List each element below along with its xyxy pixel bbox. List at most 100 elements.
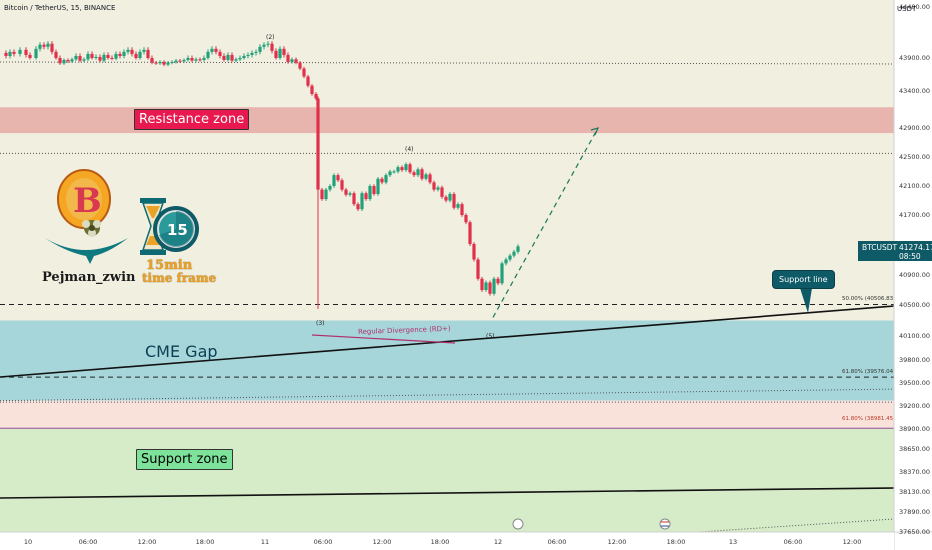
bitcoin-logo: B <box>45 169 128 264</box>
y-tick-label: 41700.00 <box>899 211 930 219</box>
candle-body <box>396 167 400 172</box>
candle-body <box>238 58 242 60</box>
candle-body <box>270 43 274 51</box>
support-zone-label: Support zone <box>136 449 233 470</box>
candle-body <box>436 187 440 190</box>
candle-body <box>428 174 432 183</box>
candle-body <box>226 54 230 60</box>
candle-body <box>364 193 368 200</box>
candle-body <box>234 59 238 61</box>
flower-icon <box>82 220 101 237</box>
timer-number: 15 <box>167 221 188 239</box>
candle-body <box>360 193 364 210</box>
candle-body <box>464 215 468 223</box>
x-tick-label: 11 <box>261 538 269 546</box>
candle-body <box>178 60 182 62</box>
candle-body <box>424 174 428 179</box>
candle-body <box>170 61 174 63</box>
y-tick-label: 40100.00 <box>899 332 930 340</box>
x-tick-label: 12:00 <box>608 538 627 546</box>
x-tick-label: 18:00 <box>667 538 686 546</box>
candle-body <box>352 193 356 205</box>
candle-body <box>412 172 416 176</box>
x-tick-label: 12 <box>494 538 502 546</box>
candle-body <box>356 204 360 210</box>
y-tick-label: 43400.00 <box>899 87 930 95</box>
price-tag-countdown: 08:50 <box>899 252 921 261</box>
price-tag-symbol: BTCUSDT <box>862 243 898 252</box>
projection-path <box>492 127 599 318</box>
candle-body <box>504 259 508 264</box>
y-tick-label: 43900.00 <box>899 54 930 62</box>
candle-body <box>392 171 396 173</box>
dotted-lower-line <box>0 388 895 402</box>
candle-body <box>480 278 484 290</box>
candle-body <box>380 178 384 183</box>
candle-body <box>484 282 488 290</box>
y-tick-label: 37650.00 <box>899 528 930 536</box>
candle-body <box>58 58 62 64</box>
candle-body <box>150 58 154 63</box>
candle-body <box>54 51 58 58</box>
wave-label: (5) <box>486 333 495 340</box>
candle-body <box>98 56 102 61</box>
candle-body <box>348 193 352 195</box>
candle-body <box>154 62 158 64</box>
candle-body <box>230 54 234 61</box>
last-price-tag: BTCUSDT 41274.17 08:50 <box>858 241 932 261</box>
candle-body <box>126 49 130 52</box>
candle-body <box>142 49 146 52</box>
projection-arrowhead <box>590 127 600 136</box>
candle-body <box>258 46 262 52</box>
y-tick-label: 38130.00 <box>899 488 930 496</box>
candle-body <box>408 164 412 173</box>
candle-body <box>242 55 246 58</box>
candle-body <box>166 62 170 65</box>
candle-body <box>516 246 520 252</box>
candle-body <box>8 51 12 56</box>
wave-label: (2) <box>266 34 275 41</box>
x-tick-label: 10 <box>24 538 32 546</box>
y-tick-label: 39800.00 <box>899 356 930 364</box>
candle-body <box>162 61 166 65</box>
candle-body <box>130 49 134 54</box>
candle-body <box>24 49 28 55</box>
y-tick-label: 42500.00 <box>899 153 930 161</box>
support-line-callout: Support line <box>772 270 835 289</box>
fib-50-label: 50.00% (40506.83) <box>842 296 895 302</box>
x-tick-label: 06:00 <box>314 538 333 546</box>
candle-body <box>46 43 50 47</box>
candle-body <box>42 44 46 47</box>
candle-body <box>110 58 114 59</box>
y-tick-label: 40500.00 <box>899 301 930 309</box>
x-tick-label: 12:00 <box>138 538 157 546</box>
candle-body <box>250 52 254 55</box>
candle-body <box>106 54 110 58</box>
candle-body <box>118 53 122 56</box>
candle-body <box>198 59 202 61</box>
candle-body <box>202 58 206 60</box>
candle-body <box>206 51 210 58</box>
candle-body <box>82 59 86 61</box>
flag-icon <box>659 518 671 530</box>
candle-body <box>384 175 388 183</box>
candle-body <box>182 59 186 62</box>
y-tick-label: 39200.00 <box>899 402 930 410</box>
candle-body <box>472 244 476 260</box>
candle-body <box>286 54 290 62</box>
candle-body <box>420 169 424 179</box>
candle-body <box>476 259 480 279</box>
candle-body <box>186 58 190 60</box>
fib-618-b-label: 61.80% (38981.45) <box>842 416 895 422</box>
resistance-zone-label: Resistance zone <box>134 109 250 130</box>
candle-body <box>254 51 258 53</box>
candle-body <box>448 193 452 201</box>
candle-body <box>328 186 332 190</box>
candle-body <box>488 282 492 294</box>
price-tag-price: 41274.17 <box>899 243 932 252</box>
candle-body <box>456 204 460 208</box>
candle-body <box>86 53 90 60</box>
x-tick-label: 13 <box>729 538 737 546</box>
